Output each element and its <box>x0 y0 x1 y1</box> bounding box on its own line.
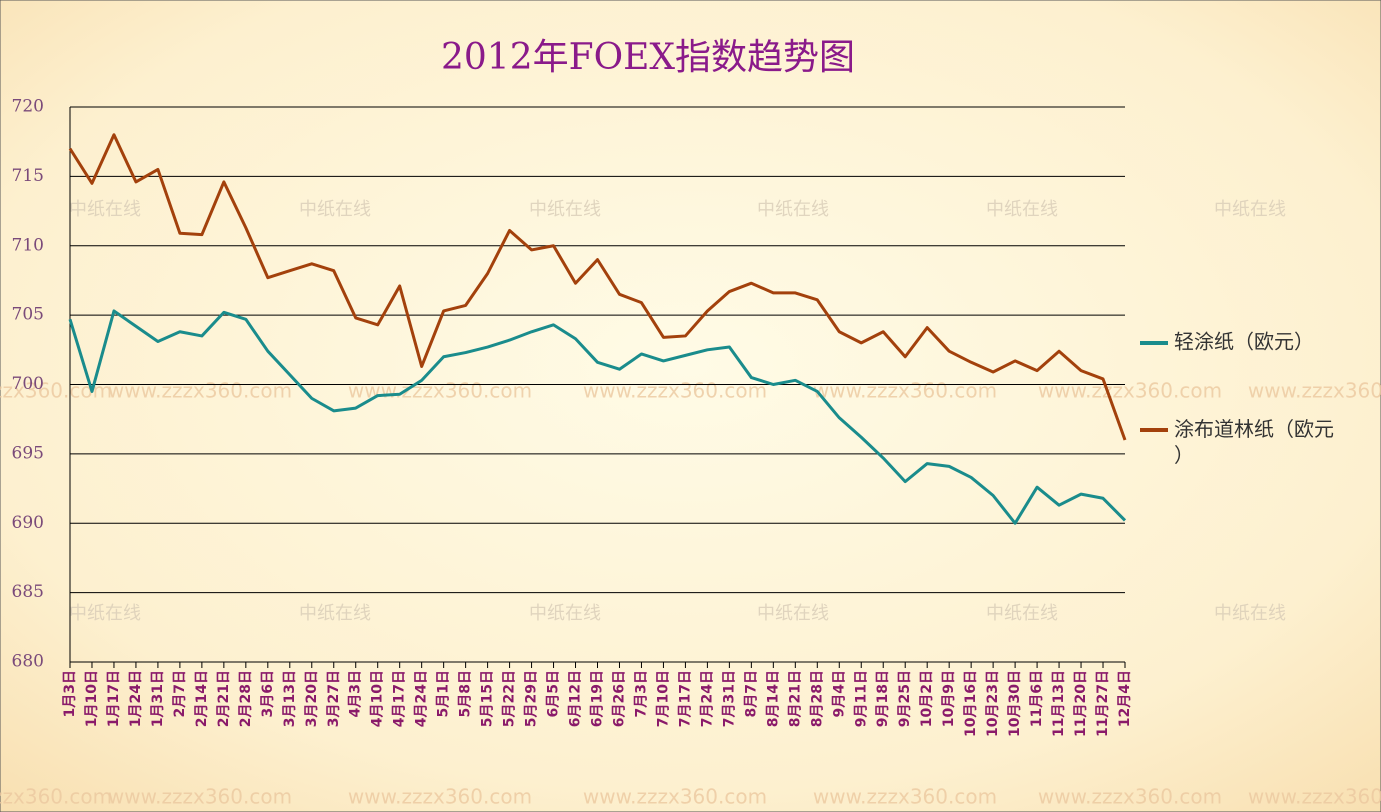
x-tick-label: 5月15日 <box>480 670 496 727</box>
x-tick-label: 3月20日 <box>304 670 320 727</box>
watermark: 中纸在线 <box>299 199 371 220</box>
x-tick-label: 4月24日 <box>414 670 430 727</box>
legend-label-line: ） <box>1174 443 1194 467</box>
watermark: 中纸在线 <box>69 199 141 220</box>
x-tick-label: 4月10日 <box>370 670 386 727</box>
chart-title: 2012年FOEX指数趋势图 <box>441 37 855 78</box>
x-tick-label: 7月31日 <box>721 670 737 727</box>
x-tick-label: 1月24日 <box>128 670 144 727</box>
watermark: 中纸在线 <box>986 199 1058 220</box>
y-tick-label: 680 <box>12 652 44 672</box>
x-tick-label: 2月14日 <box>194 670 210 727</box>
watermark: www.zzzx360.com <box>1248 379 1381 403</box>
x-tick-label: 9月4日 <box>831 670 847 717</box>
x-tick-label: 8月21日 <box>787 670 803 727</box>
x-tick-label: 1月17日 <box>106 670 122 727</box>
watermark: 中纸在线 <box>529 603 601 624</box>
x-tick-label: 5月22日 <box>502 670 518 727</box>
watermark: www.zzzx360.com <box>348 785 532 809</box>
y-tick-label: 690 <box>12 513 44 533</box>
x-tick-label: 9月25日 <box>897 670 913 727</box>
watermark: www.zzzx360.com <box>348 379 532 403</box>
x-tick-label: 1月3日 <box>62 670 78 717</box>
x-tick-label: 6月5日 <box>546 670 562 717</box>
x-tick-label: 4月3日 <box>348 670 364 717</box>
x-tick-label: 10月30日 <box>1007 670 1023 737</box>
x-tick-label: 10月23日 <box>985 670 1001 737</box>
watermark: 中纸在线 <box>69 603 141 624</box>
y-tick-label: 695 <box>12 443 44 463</box>
x-tick-label: 5月8日 <box>458 670 474 717</box>
y-tick-label: 685 <box>12 582 44 602</box>
y-tick-label: 700 <box>12 374 44 394</box>
x-tick-label: 9月18日 <box>875 670 891 727</box>
x-tick-label: 2月7日 <box>172 670 188 717</box>
x-tick-label: 8月14日 <box>765 670 781 727</box>
x-tick-label: 7月17日 <box>677 670 693 727</box>
series-line <box>68 133 1127 441</box>
y-tick-label: 710 <box>12 235 44 255</box>
x-tick-label: 10月16日 <box>963 670 979 737</box>
watermark: www.zzzx360.com <box>108 379 292 403</box>
x-tick-label: 7月10日 <box>655 670 671 727</box>
x-tick-label: 3月6日 <box>260 670 276 717</box>
x-tick-label: 10月9日 <box>941 670 957 727</box>
y-tick-label: 720 <box>12 97 44 117</box>
x-tick-label: 11月6日 <box>1029 670 1045 727</box>
watermark: www.zzzx360.com <box>813 785 997 809</box>
watermark: www.zzzx360.com <box>1038 785 1222 809</box>
y-tick-label: 705 <box>12 305 44 325</box>
x-tick-label: 6月12日 <box>568 670 584 727</box>
x-tick-label: 11月27日 <box>1095 670 1111 737</box>
watermark: 中纸在线 <box>757 603 829 624</box>
x-tick-label: 5月29日 <box>524 670 540 727</box>
x-tick-label: 5月1日 <box>436 670 452 717</box>
x-tick-label: 2月21日 <box>216 670 232 727</box>
y-tick-label: 715 <box>12 166 44 186</box>
watermark: www.zzzx360.com <box>1038 379 1222 403</box>
legend-label: 涂布道林纸（欧元） <box>1174 417 1334 467</box>
watermark: www.zzzx360.com <box>1248 785 1381 809</box>
x-tick-label: 11月13日 <box>1051 670 1067 737</box>
x-tick-label: 11月20日 <box>1073 670 1089 737</box>
x-tick-label: 10月2日 <box>919 670 935 727</box>
watermark: 中纸在线 <box>986 603 1058 624</box>
x-tick-label: 3月27日 <box>326 670 342 727</box>
x-tick-label: 8月28日 <box>809 670 825 727</box>
watermark: 中纸在线 <box>1214 603 1286 624</box>
x-tick-label: 4月17日 <box>392 670 408 727</box>
x-tick-label: 1月10日 <box>84 670 100 727</box>
x-tick-label: 7月24日 <box>699 670 715 727</box>
x-tick-label: 8月7日 <box>743 670 759 717</box>
watermark: 中纸在线 <box>757 199 829 220</box>
x-tick-label: 2月28日 <box>238 670 254 727</box>
watermark: www.zzzx360.com <box>0 785 112 809</box>
watermark: 中纸在线 <box>529 199 601 220</box>
watermark: www.zzzx360.com <box>583 379 767 403</box>
x-tick-label: 9月11日 <box>853 670 869 727</box>
x-tick-label: 6月26日 <box>611 670 627 727</box>
watermark: 中纸在线 <box>1214 199 1286 220</box>
legend-label-line: 涂布道林纸（欧元 <box>1174 417 1334 441</box>
x-tick-label: 1月31日 <box>150 670 166 727</box>
legend-label: 轻涂纸（欧元） <box>1174 330 1314 354</box>
watermark: 中纸在线 <box>299 603 371 624</box>
x-tick-label: 3月13日 <box>282 670 298 727</box>
series-line <box>68 309 1127 525</box>
watermark: www.zzzx360.com <box>813 379 997 403</box>
watermark: www.zzzx360.com <box>108 785 292 809</box>
x-tick-label: 7月3日 <box>633 670 649 717</box>
watermark: www.zzzx360.com <box>583 785 767 809</box>
x-tick-label: 6月19日 <box>590 670 606 727</box>
x-tick-label: 12月4日 <box>1117 670 1133 727</box>
